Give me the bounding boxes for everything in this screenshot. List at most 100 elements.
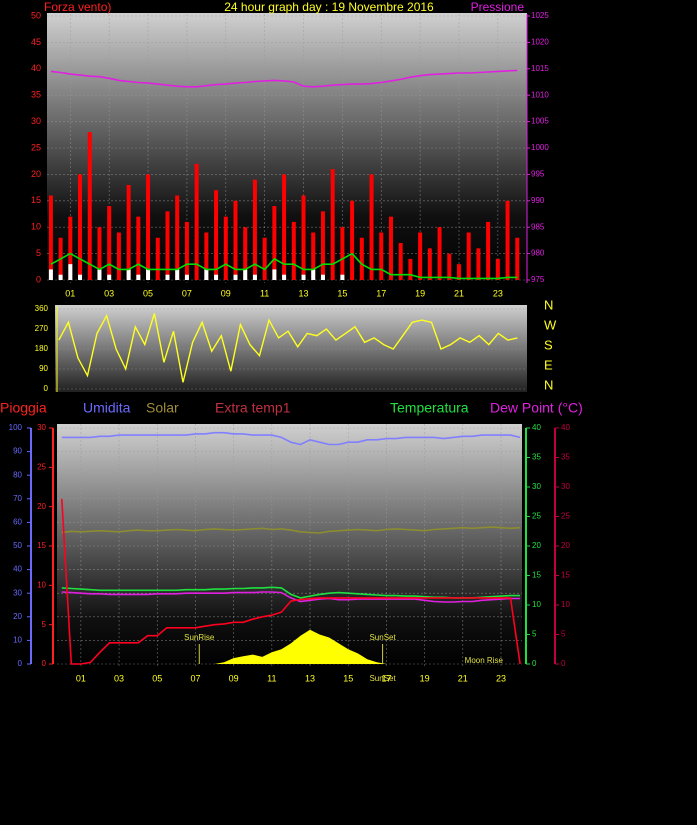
- bar: [48, 269, 53, 280]
- y2-tick-label: 1020: [531, 38, 549, 47]
- bar: [311, 269, 316, 280]
- bar: [282, 174, 287, 280]
- bar: [175, 195, 180, 280]
- y-tick-label: 0: [36, 274, 41, 284]
- bar: [320, 274, 325, 280]
- axis-tick-label: 10: [13, 636, 22, 645]
- series-line: [61, 498, 521, 665]
- axis-tick-label: 100: [9, 423, 23, 432]
- bar: [146, 174, 151, 280]
- bar: [408, 258, 413, 280]
- x-tick-label: 03: [114, 673, 124, 683]
- legend-label: Umidita: [83, 400, 131, 416]
- bar: [155, 237, 160, 280]
- axis-tick-label: 40: [561, 423, 570, 432]
- axis-tick-label: 15: [532, 571, 541, 580]
- bar: [107, 206, 112, 280]
- bar: [243, 269, 248, 280]
- direction-panel: [55, 305, 527, 392]
- axis-tick-label: 25: [37, 462, 46, 471]
- x-tick-label: 01: [65, 288, 75, 298]
- bar: [291, 221, 296, 280]
- bar: [58, 274, 63, 280]
- bar: [388, 216, 393, 280]
- legend-label: Extra temp1: [215, 400, 291, 416]
- bar: [301, 274, 306, 280]
- x-tick-label: 07: [190, 673, 200, 683]
- axis-tick-label: 5: [532, 630, 537, 639]
- x-tick-label: 05: [143, 288, 153, 298]
- bar: [340, 274, 345, 280]
- bar: [107, 274, 112, 280]
- axis-tick-label: 0: [42, 659, 47, 668]
- x-tick-label: 09: [229, 673, 239, 683]
- bar: [146, 269, 151, 280]
- compass-label: N: [544, 377, 553, 392]
- y-tick-label: 20: [31, 169, 41, 179]
- y-tick-label: 25: [31, 142, 41, 152]
- bar: [262, 237, 267, 280]
- bar: [223, 216, 228, 280]
- series-line: [50, 252, 518, 280]
- x-tick-label: 01: [76, 673, 86, 683]
- axis-tick-label: 30: [561, 482, 570, 491]
- axis-tick-label: 50: [13, 541, 22, 550]
- axis-tick-label: 0: [18, 659, 23, 668]
- y-tick-label: 50: [31, 10, 41, 20]
- x-tick-label: 19: [415, 288, 425, 298]
- bar: [505, 200, 510, 280]
- axis-tick-label: 90: [13, 447, 22, 456]
- bar: [233, 200, 238, 280]
- axis-tick-label: 20: [561, 541, 570, 550]
- x-tick-label: 19: [420, 673, 430, 683]
- legend-label: Solar: [146, 400, 179, 416]
- bar: [359, 237, 364, 280]
- bar: [194, 163, 199, 280]
- axis-tick-label: 5: [561, 630, 566, 639]
- bar: [476, 248, 481, 280]
- compass-label: E: [544, 357, 553, 372]
- bar: [252, 179, 257, 280]
- axis-tick-label: 30: [532, 482, 541, 491]
- x-tick-label: 11: [267, 673, 276, 683]
- y-tick-label: 180: [35, 344, 49, 353]
- legend-label: Pioggia: [0, 400, 47, 416]
- bar: [418, 232, 423, 280]
- x-tick-label: 07: [182, 288, 192, 298]
- bar: [78, 174, 83, 280]
- x-tick-label: 03: [104, 288, 114, 298]
- legend-label: Temperatura: [390, 400, 469, 416]
- bar: [68, 216, 73, 280]
- y-tick-label: 90: [39, 364, 48, 373]
- annotation: SunRise: [184, 633, 215, 642]
- weather-panel: [57, 424, 522, 667]
- y-tick-label: 15: [31, 195, 41, 205]
- axis-tick-label: 5: [42, 620, 47, 629]
- x-tick-label: 23: [493, 288, 503, 298]
- y2-tick-label: 1010: [531, 90, 549, 99]
- x-tick-label: 15: [343, 673, 353, 683]
- x-tick-label: 21: [454, 288, 464, 298]
- bar: [330, 169, 335, 280]
- bar: [447, 253, 452, 280]
- y-tick-label: 30: [31, 116, 41, 126]
- bar: [398, 243, 403, 280]
- bar: [379, 232, 384, 280]
- bar: [486, 221, 491, 280]
- bar: [495, 258, 500, 280]
- compass-label: W: [544, 317, 557, 332]
- bar: [282, 274, 287, 280]
- bar: [311, 232, 316, 280]
- axis-tick-label: 15: [561, 571, 570, 580]
- annotation: Moon Rise: [465, 656, 504, 665]
- bar: [126, 184, 131, 280]
- axis-tick-label: 15: [37, 541, 46, 550]
- bar: [515, 237, 520, 280]
- direction-line: [58, 313, 518, 383]
- bar: [97, 269, 102, 280]
- bar: [233, 274, 238, 280]
- compass-label: N: [544, 297, 553, 312]
- axis-tick-label: 20: [37, 502, 46, 511]
- x-tick-label: 21: [458, 673, 468, 683]
- y-tick-label: 10: [31, 222, 41, 232]
